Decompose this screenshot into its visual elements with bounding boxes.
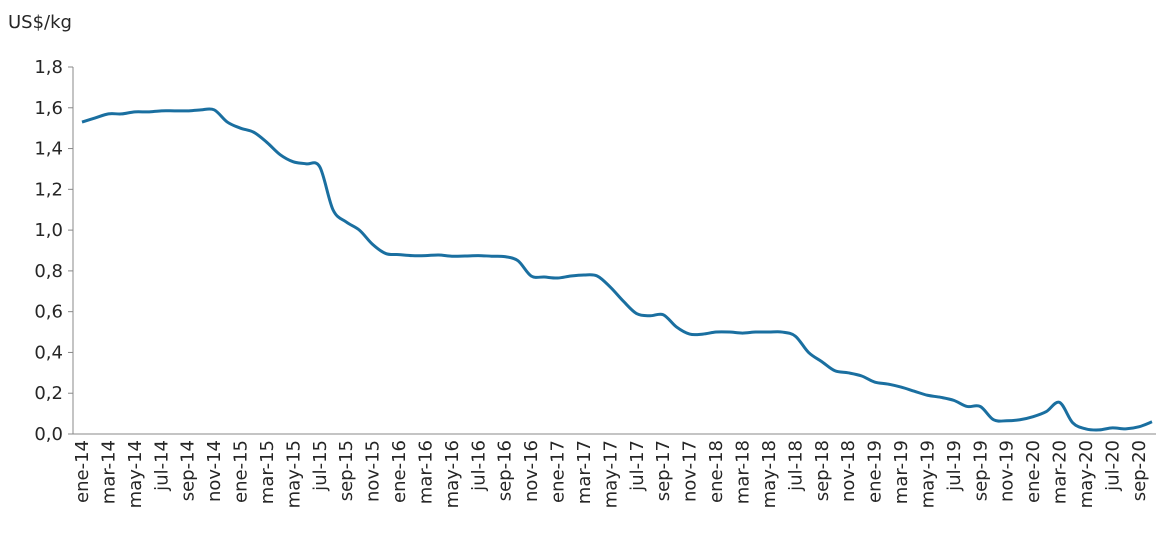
x-tick-label: mar-18 <box>732 440 753 504</box>
x-tick-label: may-20 <box>1076 440 1097 508</box>
x-tick-label: ene-20 <box>1023 440 1044 503</box>
x-tick-label: nov-18 <box>838 440 859 502</box>
x-tick-label: sep-14 <box>178 440 199 501</box>
y-tick-label: 0,4 <box>34 342 63 363</box>
x-tick-label: nov-17 <box>680 440 701 502</box>
x-tick-label: sep-15 <box>336 440 357 501</box>
x-tick-label: jul-16 <box>468 440 489 492</box>
x-tick-label: nov-19 <box>997 440 1018 502</box>
x-tick-label: sep-20 <box>1129 440 1150 501</box>
x-tick-label: mar-14 <box>98 440 119 504</box>
x-tick-label: mar-19 <box>891 440 912 504</box>
x-tick-label: may-18 <box>759 440 780 508</box>
x-tick-label: mar-16 <box>415 440 436 504</box>
x-tick-label: jul-19 <box>944 440 965 492</box>
y-tick-label: 1,6 <box>34 98 63 119</box>
x-tick-label: ene-14 <box>72 440 93 503</box>
x-tick-label: may-15 <box>283 440 304 508</box>
y-tick-label: 0,6 <box>34 302 63 323</box>
x-tick-label: jul-14 <box>151 440 172 492</box>
x-tick-label: ene-19 <box>865 440 886 503</box>
x-tick-label: may-17 <box>600 440 621 508</box>
x-tick-label: sep-16 <box>495 440 516 501</box>
x-tick-label: may-19 <box>917 440 938 508</box>
x-tick-label: jul-17 <box>627 440 648 492</box>
x-tick-label: jul-20 <box>1102 440 1123 492</box>
y-tick-label: 0,2 <box>34 383 63 404</box>
x-tick-label: mar-15 <box>257 440 278 504</box>
x-tick-label: sep-19 <box>970 440 991 501</box>
x-tick-label: ene-17 <box>548 440 569 503</box>
x-tick-label: sep-17 <box>653 440 674 501</box>
x-tick-label: sep-18 <box>812 440 833 501</box>
x-tick-label: nov-14 <box>204 440 225 502</box>
x-tick-label: ene-18 <box>706 440 727 503</box>
y-tick-label: 1,4 <box>34 139 63 160</box>
x-tick-label: mar-17 <box>574 440 595 504</box>
x-tick-label: mar-20 <box>1050 440 1071 504</box>
y-tick-label: 1,0 <box>34 220 63 241</box>
x-tick-label: ene-15 <box>231 440 252 503</box>
x-tick-label: may-14 <box>125 440 146 508</box>
y-tick-label: 0,0 <box>34 424 63 445</box>
x-tick-label: jul-18 <box>785 440 806 492</box>
x-tick-label: nov-15 <box>363 440 384 502</box>
x-tick-label: nov-16 <box>521 440 542 502</box>
y-tick-label: 0,8 <box>34 261 63 282</box>
y-tick-label: 1,2 <box>34 179 63 200</box>
y-axis-label: US$/kg <box>8 12 72 33</box>
line <box>81 107 1153 432</box>
x-tick-label: jul-15 <box>310 440 331 492</box>
x-tick-label: ene-16 <box>389 440 410 503</box>
y-tick-label: 1,8 <box>34 57 63 78</box>
x-tick-label: may-16 <box>442 440 463 508</box>
